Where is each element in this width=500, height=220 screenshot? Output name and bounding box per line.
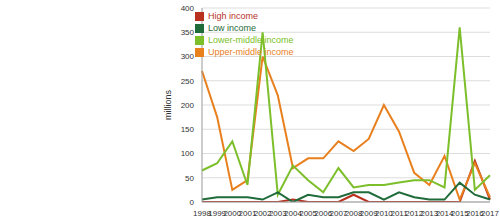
svg-text:2001: 2001 (238, 208, 257, 218)
svg-text:1999: 1999 (208, 208, 227, 218)
svg-text:2012: 2012 (405, 208, 424, 218)
svg-text:2013: 2013 (420, 208, 439, 218)
html-text:Lower-middle income: Lower-middle income (208, 35, 294, 45)
svg-text:2002: 2002 (253, 208, 272, 218)
svg-text:2004: 2004 (284, 208, 302, 218)
svg-text:1998: 1998 (193, 208, 211, 218)
svg-text:2000: 2000 (223, 208, 242, 218)
svg-text:2006: 2006 (314, 208, 333, 218)
svg-text:2016: 2016 (465, 208, 484, 218)
svg-text:250: 250 (181, 77, 195, 86)
svg-text:150: 150 (181, 125, 195, 134)
svg-text:2008: 2008 (344, 208, 363, 218)
html-text:Low income: Low income (208, 23, 256, 33)
svg-text:2017: 2017 (481, 209, 492, 218)
svg-text:400: 400 (181, 4, 195, 13)
svg-text:2015: 2015 (450, 208, 469, 218)
svg-text:millions: millions (163, 90, 173, 121)
svg-text:300: 300 (181, 52, 195, 61)
svg-text:2007: 2007 (329, 208, 348, 218)
svg-text:2009: 2009 (359, 208, 378, 218)
html-text:Upper-middle income: Upper-middle income (208, 47, 294, 57)
html-text:High income: High income (208, 11, 258, 21)
svg-text:200: 200 (181, 101, 195, 110)
svg-text:100: 100 (181, 149, 195, 158)
svg-text:50: 50 (185, 174, 194, 183)
svg-text:2010: 2010 (375, 208, 393, 218)
svg-text:350: 350 (181, 28, 195, 37)
svg-text:2005: 2005 (299, 208, 317, 218)
svg-text:2014: 2014 (435, 208, 454, 218)
svg-text:0: 0 (190, 198, 195, 207)
svg-text:2011: 2011 (390, 208, 408, 218)
svg-text:2003: 2003 (268, 208, 287, 218)
